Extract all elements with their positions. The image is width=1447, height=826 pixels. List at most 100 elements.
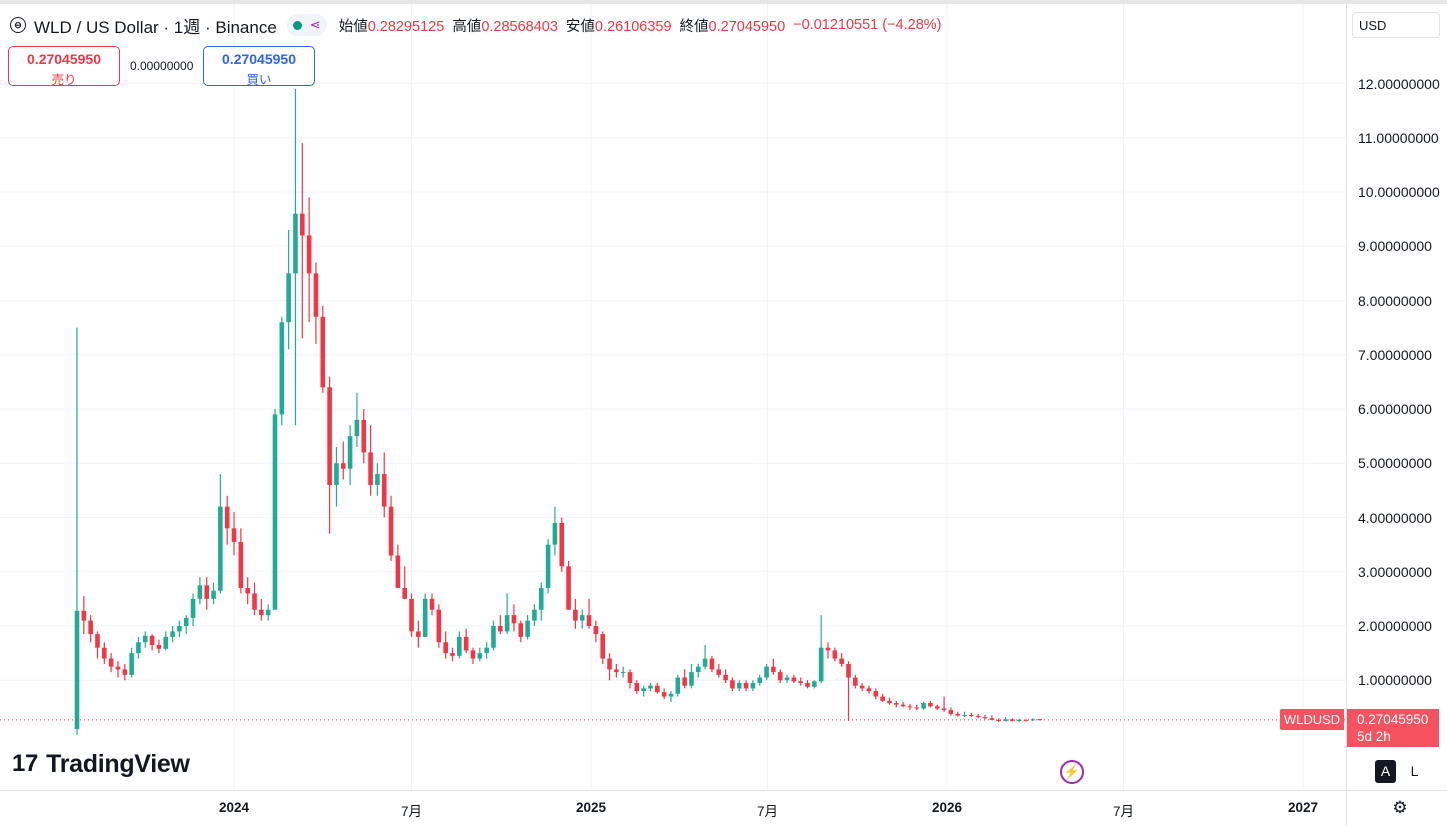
spread-value: 0.00000000 xyxy=(130,59,194,73)
candle-down xyxy=(102,647,107,659)
candle-up xyxy=(545,544,551,589)
price-axis[interactable] xyxy=(1346,4,1447,790)
tradingview-mark-icon: 17 xyxy=(12,750,39,777)
candle-down xyxy=(299,213,305,236)
price-axis-label: 9.00000000 xyxy=(1358,238,1432,255)
ohlc-open: 始値0.28295125 xyxy=(338,18,445,35)
lightning-icon[interactable]: ⚡ xyxy=(1060,760,1084,784)
candle-down xyxy=(853,677,858,686)
price-axis-label: 7.00000000 xyxy=(1358,346,1432,363)
candle-down xyxy=(149,635,155,645)
candle-down xyxy=(122,669,128,675)
candle-down xyxy=(252,593,257,610)
auto-scale-button[interactable]: A xyxy=(1375,760,1396,783)
price-axis-label: 12.00000000 xyxy=(1358,75,1440,92)
time-axis-label: 2025 xyxy=(575,800,607,815)
coin-icon: ⊖ xyxy=(10,17,26,33)
candle-down xyxy=(859,685,865,689)
candle-down xyxy=(839,658,844,664)
price-axis-label: 6.00000000 xyxy=(1358,401,1432,417)
candle-down xyxy=(368,452,373,485)
market-open-dot-icon xyxy=(292,20,302,30)
candle-up xyxy=(163,636,169,649)
candle-up xyxy=(334,463,339,485)
candle-down xyxy=(470,650,476,659)
share-icon: ⋖ xyxy=(309,17,321,32)
time-axis[interactable] xyxy=(0,790,1346,826)
candle-down xyxy=(313,273,319,317)
candle-down xyxy=(593,626,599,635)
candle-down xyxy=(989,718,995,720)
market-status-pill[interactable]: ⋖ xyxy=(286,14,327,36)
candle-down xyxy=(306,235,312,274)
candle-down xyxy=(1037,719,1042,721)
price-change: −0.01210551 (−4.28%) xyxy=(793,17,942,33)
candle-up xyxy=(1016,719,1022,721)
candle-up xyxy=(190,598,196,618)
sell-button[interactable]: 0.27045950 売り xyxy=(8,46,120,87)
candle-down xyxy=(743,682,749,689)
candle-down xyxy=(777,672,783,681)
candle-down xyxy=(723,674,728,681)
candle-down xyxy=(511,615,517,624)
candle-down xyxy=(88,620,93,635)
candle-down xyxy=(402,588,408,599)
candle-down xyxy=(429,598,435,610)
time-axis-label: 7月 xyxy=(757,804,779,819)
candle-down xyxy=(320,316,326,388)
tradingview-logo[interactable]: 17 TradingView xyxy=(12,749,190,779)
candle-down xyxy=(969,714,974,717)
candle-up xyxy=(422,598,428,637)
candle-down xyxy=(900,704,906,707)
log-scale-button[interactable]: L xyxy=(1410,763,1419,779)
candle-down xyxy=(259,609,264,616)
candle-up xyxy=(293,213,298,274)
candle-down xyxy=(600,634,606,659)
candle-up xyxy=(818,647,824,682)
candle-down xyxy=(340,463,346,469)
candle-down xyxy=(224,506,230,529)
tradingview-wordmark: TradingView xyxy=(46,749,190,778)
candle-up xyxy=(532,609,537,621)
candle-down xyxy=(928,703,933,707)
top-border xyxy=(0,0,1447,4)
candle-down xyxy=(409,598,414,632)
time-axis-label: 7月 xyxy=(1113,804,1135,819)
candle-up xyxy=(702,658,708,667)
last-price-value: 0.27045950 xyxy=(1357,712,1429,727)
candle-up xyxy=(347,436,353,469)
candle-down xyxy=(682,677,687,686)
candle-down xyxy=(887,700,892,704)
candle-down xyxy=(914,707,920,709)
candle-up xyxy=(579,615,585,621)
candle-up xyxy=(211,590,216,599)
candle-down xyxy=(81,610,87,621)
candle-down xyxy=(982,717,988,719)
candle-up xyxy=(477,653,483,659)
candle-down xyxy=(388,506,394,556)
candle-up xyxy=(265,609,271,616)
currency-selector[interactable]: USD xyxy=(1352,12,1440,38)
candle-down xyxy=(941,708,947,711)
settings-gear-icon[interactable]: ⚙ xyxy=(1392,798,1408,817)
candle-up xyxy=(183,617,189,626)
candle-down xyxy=(614,669,619,673)
price-axis-label: 10.00000000 xyxy=(1358,184,1440,200)
candle-down xyxy=(231,528,237,542)
time-axis-label: 2027 xyxy=(1287,800,1319,815)
buy-price: 0.27045950 xyxy=(222,51,296,67)
time-axis-label: 2026 xyxy=(931,800,963,815)
candle-down xyxy=(798,681,803,683)
buy-button[interactable]: 0.27045950 買い xyxy=(203,46,315,87)
candle-up xyxy=(136,642,141,654)
ohlc-high: 高値0.28568403 xyxy=(452,18,558,35)
symbol-title[interactable]: WLD / US Dollar · 1週 · Binance xyxy=(34,17,277,37)
candle-down xyxy=(832,650,838,659)
price-axis-label: 1.00000000 xyxy=(1358,672,1432,689)
candle-up xyxy=(921,703,926,709)
candle-down xyxy=(518,623,524,637)
candle-down xyxy=(825,647,831,651)
candle-down xyxy=(907,706,913,708)
candle-down xyxy=(934,706,940,709)
candle-up xyxy=(218,506,223,591)
